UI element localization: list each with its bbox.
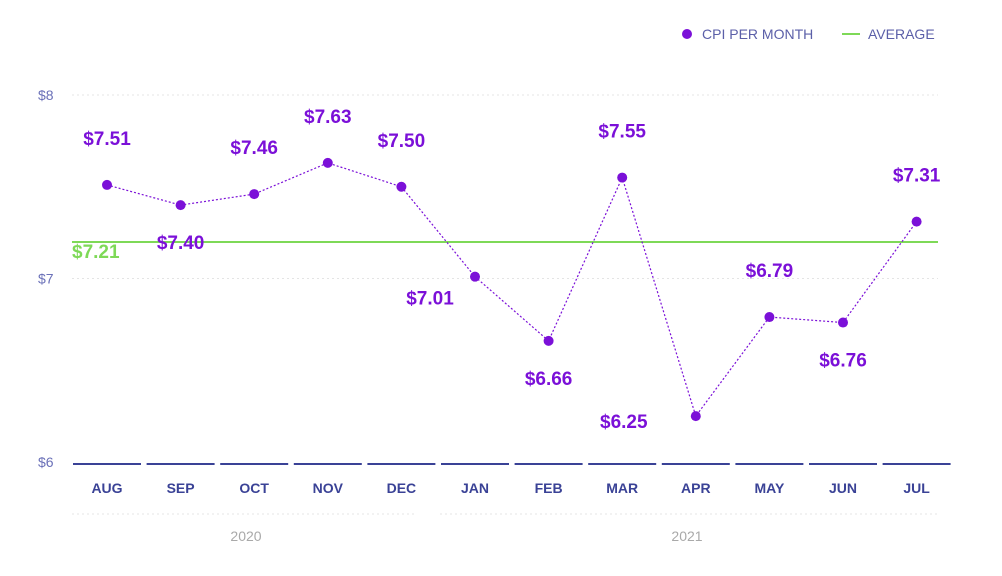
data-point-feb (543, 335, 554, 346)
x-tick-label-apr: APR (681, 480, 711, 496)
average-value-label: $7.21 (72, 242, 120, 263)
data-point-oct (249, 189, 260, 200)
x-tick-label-mar: MAR (606, 480, 638, 496)
x-tick-label-sep: SEP (167, 480, 195, 496)
y-tick-label-0: $8 (38, 87, 54, 103)
data-label-feb: $6.66 (525, 369, 573, 390)
data-point-apr (690, 411, 701, 422)
data-point-nov (322, 157, 333, 168)
legend-average-label: AVERAGE (868, 26, 935, 42)
data-label-sep: $7.40 (157, 233, 205, 254)
data-label-aug: $7.51 (83, 129, 131, 150)
legend-series-label: CPI PER MONTH (702, 26, 813, 42)
average-layer: $7.21 (72, 240, 938, 263)
data-label-oct: $7.46 (230, 138, 278, 159)
x-tick-label-feb: FEB (535, 480, 563, 496)
x-tick-label-jan: JAN (461, 480, 489, 496)
data-label-mar: $7.55 (598, 122, 646, 143)
data-point-may (764, 312, 775, 323)
x-tick-label-jun: JUN (829, 480, 857, 496)
data-point-jul (911, 216, 922, 227)
data-label-jun: $6.76 (819, 351, 867, 372)
year-label-2020: 2020 (230, 528, 261, 544)
y-tick-label-1: $7 (38, 271, 54, 287)
data-point-jun (838, 317, 848, 328)
x-tick-label-aug: AUG (91, 480, 122, 496)
data-label-jan: $7.01 (406, 289, 454, 310)
series-layer (102, 157, 922, 422)
data-point-mar (617, 172, 628, 183)
year-label-2021: 2021 (671, 528, 702, 544)
data-point-sep (175, 200, 186, 211)
x-tick-label-dec: DEC (387, 480, 417, 496)
data-label-may: $6.79 (746, 261, 794, 282)
data-point-dec (396, 181, 407, 192)
data-label-layer: $7.51 $7.40 $7.46 $7.63 $7.50 $7.01 $6.66 $7.55… (83, 107, 941, 433)
x-tick-label-may: MAY (754, 480, 784, 496)
data-point-aug (102, 179, 112, 190)
data-label-apr: $6.25 (600, 412, 648, 433)
data-label-dec: $7.50 (378, 131, 426, 152)
series-line (106, 162, 918, 418)
data-label-jul: $7.31 (893, 166, 941, 187)
grid-layer: $8 $7 $6 (38, 87, 938, 515)
y-tick-label-2: $6 (38, 454, 54, 470)
data-label-nov: $7.63 (304, 107, 352, 128)
legend-series-marker (682, 29, 692, 39)
data-point-jan (470, 271, 480, 282)
x-tick-label-nov: NOV (313, 480, 344, 496)
x-axis-layer: AUG SEP OCT NOV DEC JAN FEB MAR APR MAY JUN JUL (73, 463, 951, 496)
legend: CPI PER MONTH AVERAGE (682, 26, 935, 42)
x-tick-label-jul: JUL (903, 480, 930, 496)
x-tick-label-oct: OCT (239, 480, 269, 496)
